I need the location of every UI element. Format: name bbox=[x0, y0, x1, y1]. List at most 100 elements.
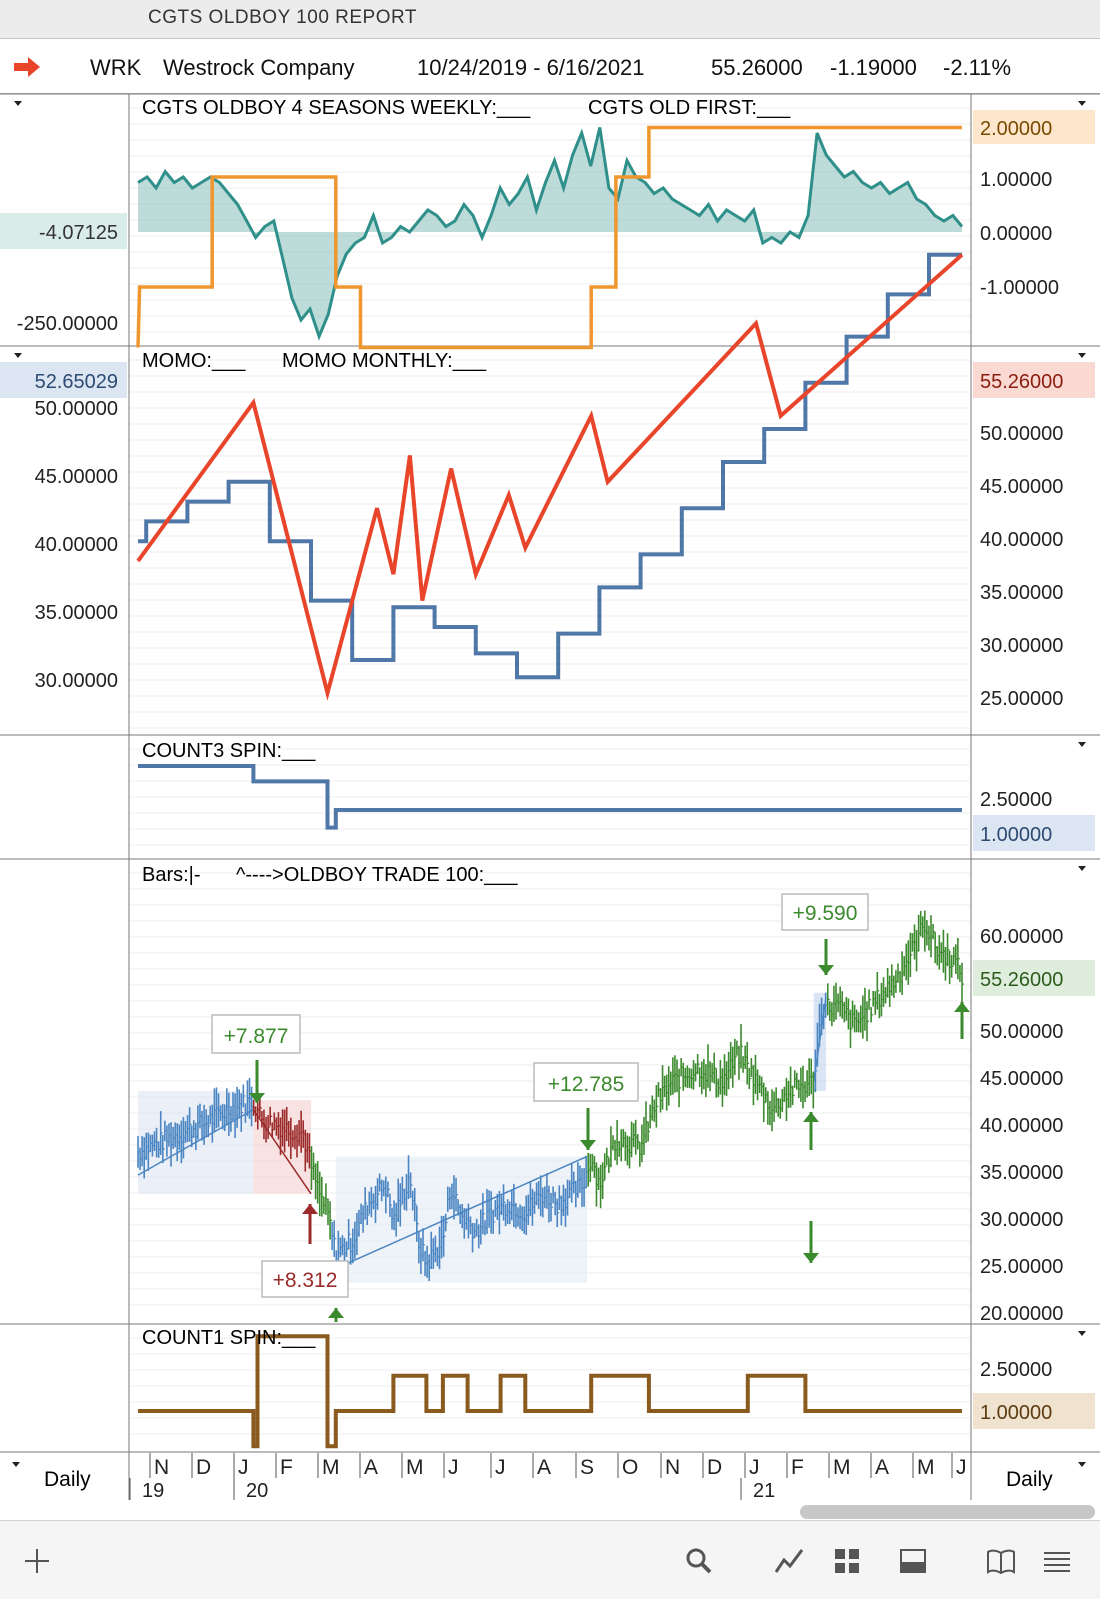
date-range: 10/24/2019 - 6/16/2021 bbox=[417, 55, 645, 80]
x-month-label: J bbox=[238, 1456, 249, 1479]
x-month-label: M bbox=[322, 1456, 340, 1479]
bars-right-tick: 60.00000 bbox=[980, 926, 1063, 948]
right-value-badge bbox=[973, 815, 1095, 851]
momo-right-tick: 30.00000 bbox=[980, 635, 1063, 657]
panel-menu-icon[interactable] bbox=[1078, 101, 1086, 106]
x-year-label: 20 bbox=[246, 1480, 268, 1502]
right-value-badge bbox=[973, 362, 1095, 398]
bars-right-tick: 50.00000 bbox=[980, 1021, 1063, 1043]
period-menu-icon[interactable] bbox=[1078, 1462, 1086, 1467]
x-month-label: A bbox=[364, 1456, 378, 1479]
bars-legend-1: Bars:|- bbox=[142, 864, 201, 886]
arrow-right-icon[interactable] bbox=[12, 55, 42, 79]
x-month-label: N bbox=[154, 1456, 169, 1479]
horizontal-scrollbar[interactable] bbox=[800, 1505, 1095, 1519]
count3-right-value: 1.00000 bbox=[980, 824, 1052, 846]
momo-left-tick: 30.00000 bbox=[35, 670, 118, 692]
panel-menu-icon[interactable] bbox=[14, 101, 22, 106]
x-month-label: A bbox=[875, 1456, 889, 1479]
count3-right-tick: 2.50000 bbox=[980, 789, 1052, 811]
trade-label: +8.312 bbox=[273, 1269, 338, 1292]
momo-monthly-line bbox=[138, 252, 962, 680]
count3-line bbox=[138, 764, 962, 830]
trade-label: +12.785 bbox=[548, 1073, 625, 1096]
x-month-label: J bbox=[956, 1456, 967, 1479]
momo-left-tick: 40.00000 bbox=[35, 534, 118, 556]
panel-layout-icon[interactable] bbox=[898, 1546, 928, 1576]
x-month-label: A bbox=[537, 1456, 551, 1479]
period-right[interactable]: Daily bbox=[1006, 1468, 1053, 1491]
x-month-label: J bbox=[749, 1456, 760, 1479]
x-month-label: M bbox=[406, 1456, 424, 1479]
x-month-label: F bbox=[791, 1456, 804, 1479]
panel-menu-icon[interactable] bbox=[14, 353, 22, 358]
arrow-down-icon bbox=[249, 1093, 265, 1103]
arrow-up-icon bbox=[328, 1308, 344, 1318]
bars-legend-2: ^---->OLDBOY TRADE 100:___ bbox=[236, 864, 518, 886]
bars-right-value: 55.26000 bbox=[980, 969, 1063, 991]
panel-menu-triangles[interactable] bbox=[12, 101, 1086, 1467]
book-icon[interactable] bbox=[986, 1546, 1016, 1576]
panel-menu-icon[interactable] bbox=[1078, 353, 1086, 358]
count1-right-tick: 2.50000 bbox=[980, 1359, 1052, 1381]
line-chart-icon[interactable] bbox=[774, 1546, 804, 1576]
period-menu-icon[interactable] bbox=[12, 1462, 20, 1467]
panel-menu-icon[interactable] bbox=[1078, 742, 1086, 747]
left-value-badge bbox=[0, 362, 127, 398]
x-month-label: F bbox=[280, 1456, 293, 1479]
left-value-badge bbox=[0, 213, 127, 249]
x-month-label: N bbox=[665, 1456, 680, 1479]
seasons-legend-1: CGTS OLDBOY 4 SEASONS WEEKLY:___ bbox=[142, 97, 531, 119]
trade-label-box bbox=[781, 893, 869, 931]
right-value-badge bbox=[973, 110, 1095, 144]
momo-line bbox=[136, 253, 964, 701]
arrow-up-icon bbox=[803, 1112, 819, 1122]
panel-menu-icon[interactable] bbox=[1078, 1331, 1086, 1336]
x-month-label: D bbox=[707, 1456, 722, 1479]
panels: -4.07125 -250.00000 2.00000 1.00000 0.00000 -… bbox=[0, 110, 1095, 1449]
bottom-toolbar bbox=[0, 1520, 1100, 1599]
trade-line bbox=[335, 1155, 588, 1270]
trade-label-box bbox=[211, 1014, 301, 1054]
momo-right-tick: 45.00000 bbox=[980, 476, 1063, 498]
seasons-right-tick: 1.00000 bbox=[980, 169, 1052, 191]
company-name: Westrock Company bbox=[163, 55, 355, 80]
price-change: -1.19000 bbox=[830, 55, 917, 80]
bars-right-tick: 20.00000 bbox=[980, 1303, 1063, 1325]
x-month-label: M bbox=[917, 1456, 935, 1479]
trade-label: +7.877 bbox=[224, 1025, 289, 1048]
seasons-left-value: -4.07125 bbox=[39, 222, 118, 244]
x-year-label: 19 bbox=[142, 1480, 164, 1502]
seasons-legend-2: CGTS OLD FIRST:___ bbox=[588, 97, 791, 119]
search-icon[interactable] bbox=[684, 1546, 714, 1576]
bars-right-tick: 35.00000 bbox=[980, 1162, 1063, 1184]
panel-menu-icon[interactable] bbox=[1078, 866, 1086, 871]
momo-left-value: 52.65029 bbox=[35, 371, 118, 393]
plus-icon[interactable] bbox=[22, 1546, 52, 1576]
right-value-badge bbox=[973, 960, 1095, 996]
x-year-label: 21 bbox=[753, 1480, 775, 1502]
bars-right-tick: 40.00000 bbox=[980, 1115, 1063, 1137]
list-icon[interactable] bbox=[1042, 1546, 1072, 1576]
momo-legend-2: MOMO MONTHLY:___ bbox=[282, 350, 487, 372]
x-month-label: O bbox=[622, 1456, 638, 1479]
bars-right-tick: 25.00000 bbox=[980, 1256, 1063, 1278]
momo-left-tick: 50.00000 bbox=[35, 398, 118, 420]
count3-legend: COUNT3 SPIN:___ bbox=[142, 740, 316, 762]
last-price: 55.26000 bbox=[711, 55, 803, 80]
arrow-down-icon bbox=[818, 965, 834, 975]
momo-legend-1: MOMO:___ bbox=[142, 350, 246, 372]
price-change-pct: -2.11% bbox=[943, 55, 1012, 80]
x-axis: N D J F M A M J J A S O N D J F M A M J19 20 21 bbox=[129, 1453, 967, 1502]
trade-label: +9.590 bbox=[793, 902, 858, 925]
seasons-line bbox=[137, 127, 964, 341]
period-left[interactable]: Daily bbox=[44, 1468, 91, 1491]
momo-right-value: 55.26000 bbox=[980, 371, 1063, 393]
arrow-down-icon bbox=[580, 1140, 596, 1150]
chart-canvas[interactable]: -4.07125 -250.00000 2.00000 1.00000 0.00000 -… bbox=[0, 0, 1100, 1520]
momo-right-tick: 35.00000 bbox=[980, 582, 1063, 604]
grid-layout-icon[interactable] bbox=[832, 1546, 862, 1576]
symbol: WRK bbox=[90, 55, 142, 80]
x-month-label: J bbox=[495, 1456, 506, 1479]
momo-right-tick: 50.00000 bbox=[980, 423, 1063, 445]
